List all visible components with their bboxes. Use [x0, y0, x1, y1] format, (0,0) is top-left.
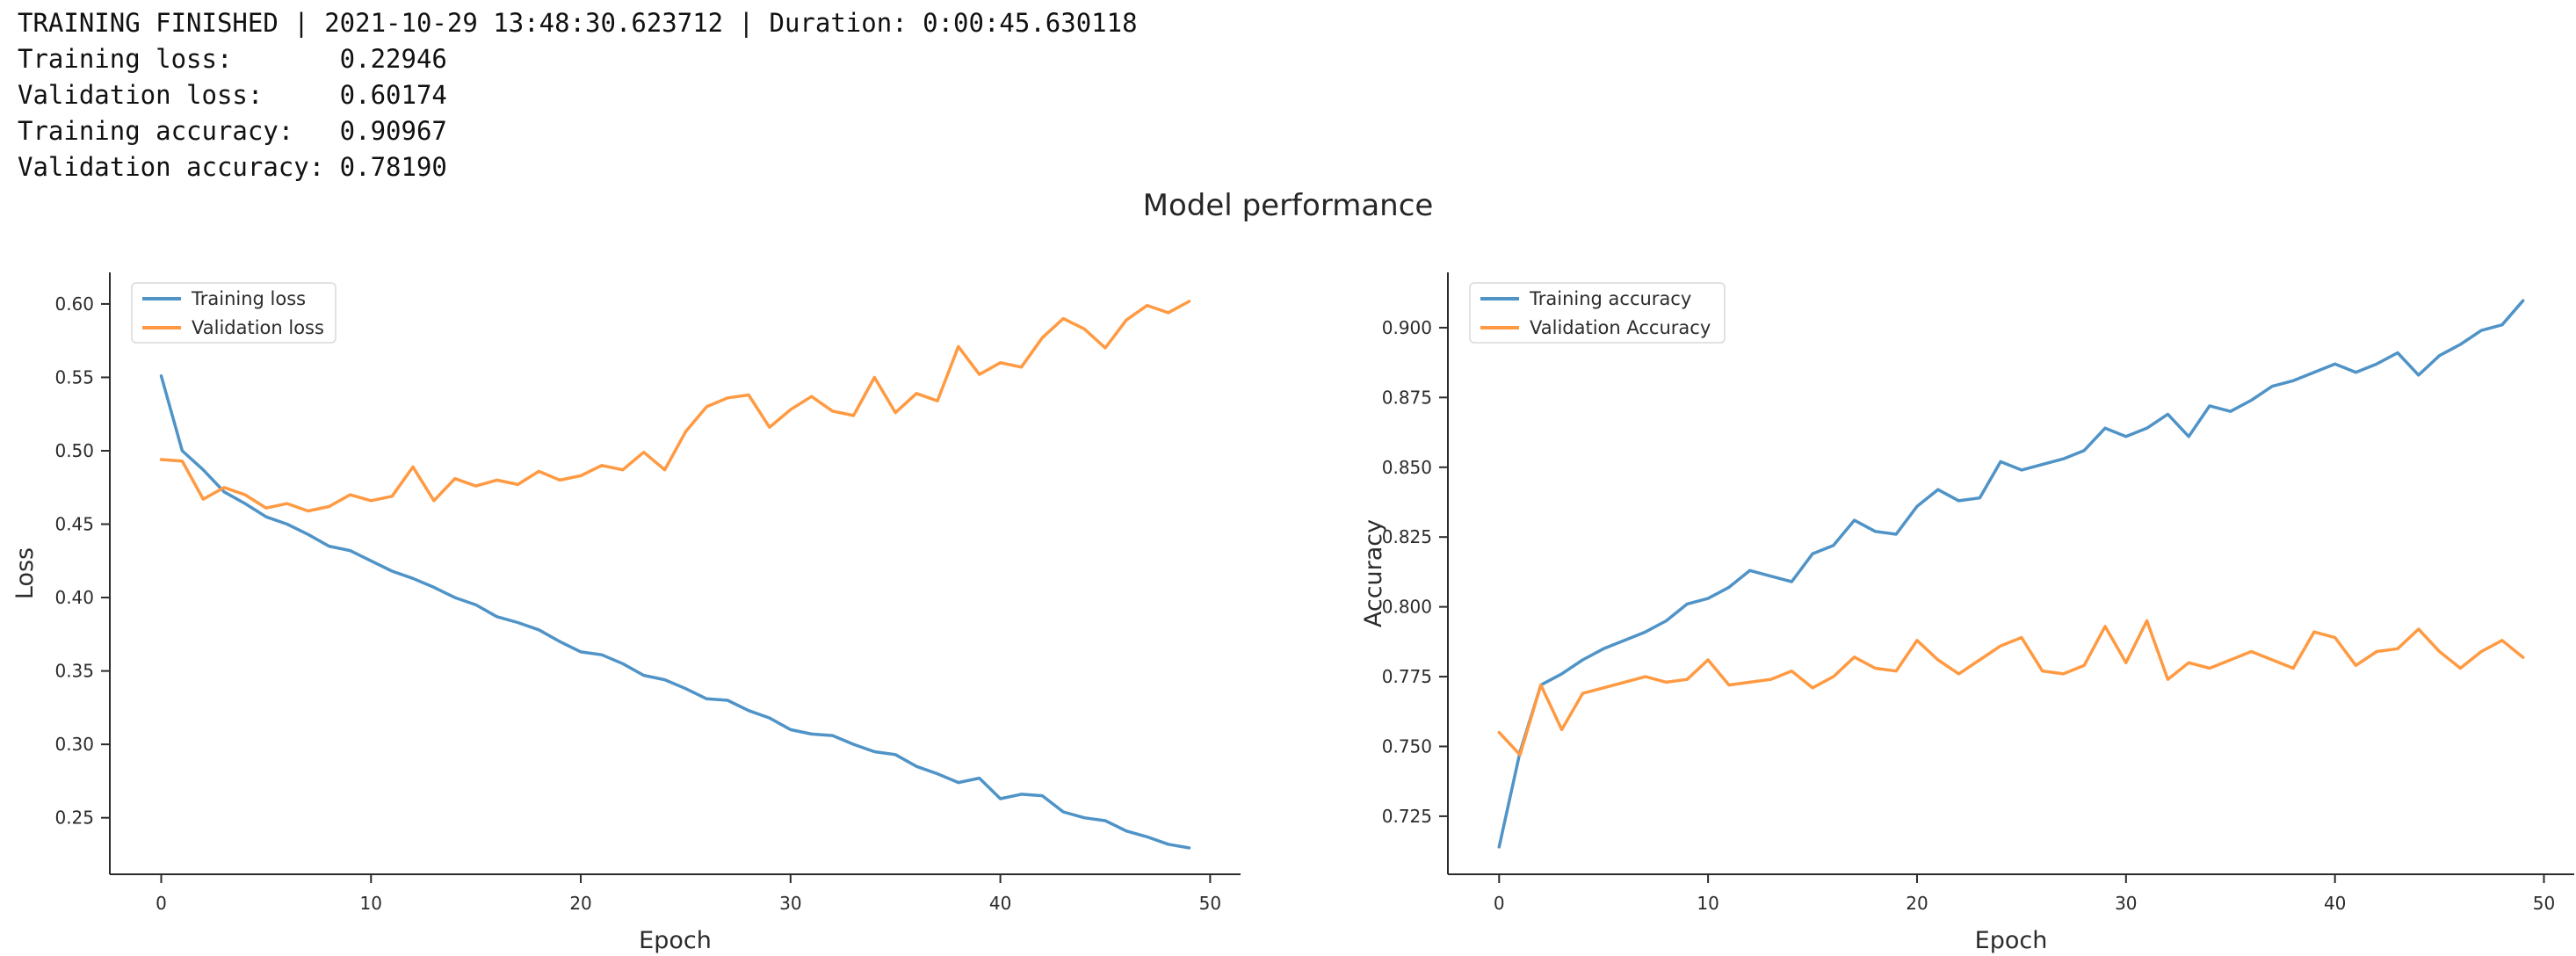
x-tick-label: 0 — [156, 893, 167, 914]
x-axis-label: Epoch — [1975, 927, 2048, 954]
training-loss-line — [159, 374, 1191, 850]
y-tick-label: 0.725 — [1382, 806, 1432, 827]
training-accuracy-line — [1497, 299, 2525, 849]
figure-title: Model performance — [1142, 188, 1434, 223]
summary-line: Training loss: 0.22946 — [18, 44, 447, 74]
x-tick-label: 10 — [360, 893, 382, 914]
x-tick-label: 50 — [1199, 893, 1221, 914]
y-tick-label: 0.875 — [1382, 387, 1432, 408]
x-axis-label: Epoch — [639, 927, 712, 954]
summary-line: Validation accuracy: 0.78190 — [18, 152, 447, 182]
y-tick-label: 0.40 — [54, 587, 94, 608]
training-summary: TRAINING FINISHED | 2021-10-29 13:48:30.… — [18, 5, 1138, 185]
x-tick-label: 50 — [2533, 893, 2555, 914]
legend-box — [131, 282, 336, 344]
charts-row: 0 10 20 30 40 50 0.25 0.30 0.35 0.40 0.45 0.50 0.55 0… — [0, 227, 2576, 956]
x-tick-label: 30 — [2115, 893, 2137, 914]
accuracy-chart: 0 10 20 30 40 50 0.725 0.750 0.775 0.800 0.825 0.85… — [1360, 272, 2574, 954]
y-tick-label: 0.900 — [1382, 317, 1432, 338]
x-tick-label: 20 — [569, 893, 591, 914]
validation-accuracy-line — [1497, 619, 2525, 757]
y-axis-label: Accuracy — [1360, 519, 1387, 627]
validation-loss-line — [159, 300, 1191, 513]
loss-chart: 0 10 20 30 40 50 0.25 0.30 0.35 0.40 0.45 0.50 0.55 0… — [11, 272, 1241, 954]
y-tick-label: 0.800 — [1382, 597, 1432, 618]
y-tick-label: 0.775 — [1382, 666, 1432, 687]
legend-label: Validation Accuracy — [1530, 317, 1711, 338]
y-tick-label: 0.45 — [54, 514, 94, 535]
x-tick-label: 20 — [1906, 893, 1928, 914]
legend-label: Training accuracy — [1529, 288, 1691, 309]
x-tick-label: 0 — [1494, 893, 1505, 914]
x-tick-label: 40 — [2324, 893, 2346, 914]
y-tick-label: 0.25 — [54, 808, 94, 829]
y-tick-label: 0.30 — [54, 734, 94, 755]
legend-label: Training loss — [191, 288, 306, 309]
summary-line: Validation loss: 0.60174 — [18, 80, 447, 110]
summary-line: Training accuracy: 0.90967 — [18, 116, 447, 146]
legend-label: Validation loss — [192, 317, 324, 338]
y-tick-label: 0.750 — [1382, 735, 1432, 757]
y-tick-label: 0.35 — [54, 661, 94, 682]
y-tick-label: 0.850 — [1382, 457, 1432, 478]
y-axis-label: Loss — [11, 547, 39, 599]
x-tick-label: 30 — [779, 893, 801, 914]
x-tick-label: 40 — [989, 893, 1011, 914]
y-tick-label: 0.825 — [1382, 526, 1432, 547]
y-tick-label: 0.60 — [54, 293, 94, 315]
x-tick-label: 10 — [1697, 893, 1719, 914]
y-tick-label: 0.55 — [54, 366, 94, 387]
legend-box — [1469, 282, 1726, 344]
y-tick-label: 0.50 — [54, 440, 94, 461]
summary-line: TRAINING FINISHED | 2021-10-29 13:48:30.… — [18, 8, 1138, 38]
